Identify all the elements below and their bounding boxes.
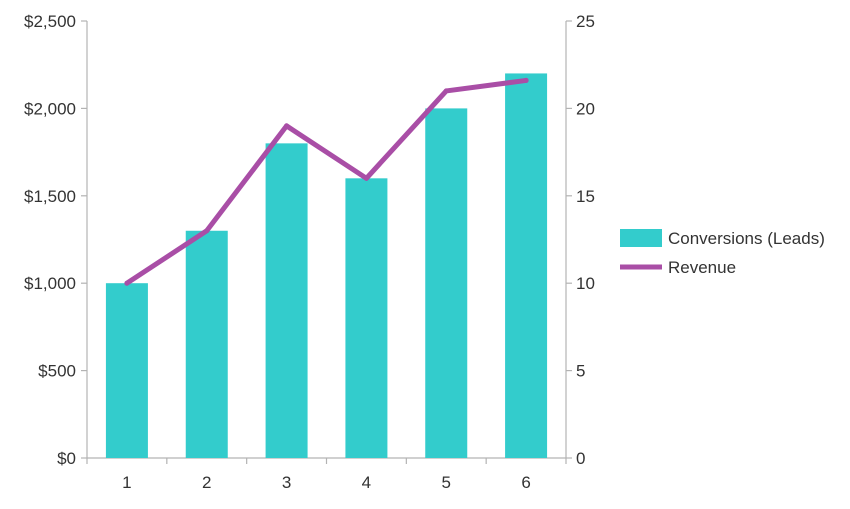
revenue-point xyxy=(204,228,210,234)
revenue-point xyxy=(124,280,130,286)
right-y-tick-label: 20 xyxy=(576,99,595,118)
left-y-tick-label: $500 xyxy=(38,362,76,381)
left-y-tick-label: $1,000 xyxy=(24,274,76,293)
x-tick-label: 1 xyxy=(122,473,131,492)
x-tick-label: 6 xyxy=(521,473,530,492)
right-y-tick-label: 0 xyxy=(576,449,585,468)
bars xyxy=(105,73,548,459)
revenue-line-layer xyxy=(124,77,529,286)
revenue-point xyxy=(284,123,290,129)
right-y-tick-label: 25 xyxy=(576,12,595,31)
bar-conversions xyxy=(505,73,548,458)
bar-conversions xyxy=(265,143,308,459)
bar-conversions xyxy=(185,230,228,458)
x-tick-label: 5 xyxy=(442,473,451,492)
revenue-line xyxy=(124,77,529,286)
x-tick-label: 4 xyxy=(362,473,371,492)
left-y-tick-label: $2,000 xyxy=(24,99,76,118)
legend-swatch-conversions xyxy=(620,229,662,247)
axes xyxy=(81,20,572,464)
right-y-tick-label: 5 xyxy=(576,362,585,381)
x-tick-label: 2 xyxy=(202,473,211,492)
revenue-point xyxy=(363,175,369,181)
bar-conversions xyxy=(425,108,468,459)
left-y-tick-label: $0 xyxy=(57,449,76,468)
revenue-point xyxy=(523,77,529,83)
left-y-tick-label: $2,500 xyxy=(24,12,76,31)
x-tick-label: 3 xyxy=(282,473,291,492)
right-y-tick-label: 10 xyxy=(576,274,595,293)
tick-labels: $0$500$1,000$1,500$2,000$2,5000510152025… xyxy=(24,12,595,492)
legend-label-revenue: Revenue xyxy=(668,258,736,277)
bar-conversions xyxy=(345,178,388,458)
left-y-tick-label: $1,500 xyxy=(24,187,76,206)
right-y-tick-label: 15 xyxy=(576,187,595,206)
revenue-point xyxy=(443,88,449,94)
legend: Conversions (Leads) Revenue xyxy=(620,229,825,277)
legend-label-conversions: Conversions (Leads) xyxy=(668,229,825,248)
bar-conversions xyxy=(105,283,148,458)
